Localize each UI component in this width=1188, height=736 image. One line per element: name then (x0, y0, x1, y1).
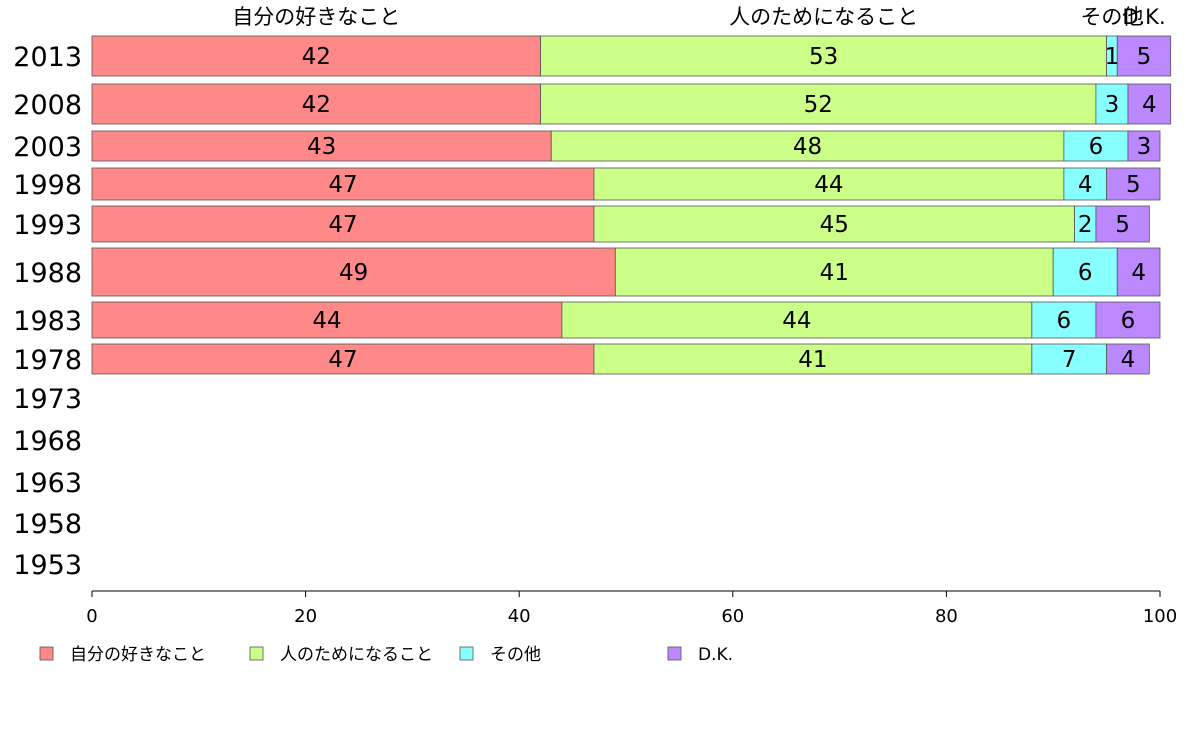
data-label: 1 (1105, 44, 1120, 70)
bar-segment (1095, 205, 1150, 243)
bar-segment (1106, 343, 1150, 375)
bar-segment (91, 301, 563, 339)
data-label: 3 (1105, 92, 1120, 118)
bar-segment (91, 35, 541, 77)
bar-segment (540, 83, 1097, 125)
data-label: 7 (1062, 347, 1077, 373)
y-tick-label: 1993 (13, 210, 82, 241)
legend-label: その他 (490, 645, 541, 665)
bar-segment (593, 205, 1075, 243)
data-label: 52 (804, 92, 833, 118)
bar-segment (1116, 247, 1161, 297)
bar-segment (91, 83, 541, 125)
y-tick-label: 2008 (13, 90, 82, 121)
y-tick-label: 2003 (13, 132, 82, 163)
data-label: 2 (1078, 212, 1093, 238)
bar-segment (550, 130, 1065, 162)
top-series-label: 人のためになること (729, 5, 918, 29)
legend-label: 人のためになること (280, 645, 433, 665)
bar-segment (1116, 35, 1172, 77)
y-tick-label: 1988 (13, 258, 82, 289)
data-label: 5 (1115, 212, 1130, 238)
data-label: 3 (1137, 134, 1152, 160)
data-label: 6 (1057, 308, 1072, 334)
bar-segment (1095, 301, 1161, 339)
bar-segment (91, 247, 616, 297)
data-label: 44 (814, 172, 843, 198)
data-label: 42 (302, 44, 331, 70)
top-series-label: 自分の好きなこと (232, 5, 400, 29)
data-label: 4 (1142, 92, 1157, 118)
x-tick-label: 80 (935, 606, 958, 627)
bar-segment (91, 205, 595, 243)
data-label: 6 (1089, 134, 1104, 160)
data-label: 44 (312, 308, 341, 334)
legend-swatch (249, 646, 264, 661)
data-label: 47 (328, 212, 357, 238)
data-label: 45 (820, 212, 849, 238)
legend-label: D.K. (698, 645, 733, 665)
data-label: 48 (793, 134, 822, 160)
bar-segment (91, 130, 552, 162)
bar-segment (91, 167, 595, 201)
data-label: 6 (1078, 260, 1093, 286)
bar-segment (1052, 247, 1118, 297)
bar-segment (1127, 83, 1172, 125)
data-label: 5 (1126, 172, 1141, 198)
data-label: 44 (782, 308, 811, 334)
y-tick-label: 1963 (13, 468, 82, 499)
bar-segment (1127, 130, 1161, 162)
data-label: 4 (1131, 260, 1146, 286)
y-tick-label: 1978 (13, 345, 82, 376)
data-label: 41 (820, 260, 849, 286)
data-label: 47 (328, 172, 357, 198)
x-tick-label: 0 (86, 606, 97, 627)
data-label: 47 (328, 347, 357, 373)
bar-segment (1095, 83, 1129, 125)
y-tick-label: 1998 (13, 170, 82, 201)
y-tick-label: 2013 (13, 42, 82, 73)
x-tick-label: 20 (294, 606, 317, 627)
bar-segment (593, 167, 1065, 201)
bar-segment (1031, 301, 1097, 339)
legend-label: 自分の好きなこと (70, 645, 206, 665)
bar-segment (540, 35, 1107, 77)
bar-segment (1031, 343, 1107, 375)
legend-swatch (39, 646, 54, 661)
data-label: 43 (307, 134, 336, 160)
bar-segment (614, 247, 1054, 297)
data-label: 49 (339, 260, 368, 286)
data-label: 53 (809, 44, 838, 70)
x-tick-label: 60 (721, 606, 744, 627)
y-tick-label: 1983 (13, 306, 82, 337)
y-tick-label: 1968 (13, 426, 82, 457)
legend-swatch (459, 646, 474, 661)
data-label: 6 (1121, 308, 1136, 334)
data-label: 4 (1121, 347, 1136, 373)
data-label: 5 (1137, 44, 1152, 70)
y-tick-label: 1953 (13, 550, 82, 581)
x-tick-label: 40 (508, 606, 531, 627)
y-tick-label: 1958 (13, 509, 82, 540)
top-series-label: D.K. (1122, 5, 1165, 29)
y-tick-label: 1973 (13, 384, 82, 415)
data-label: 41 (798, 347, 827, 373)
data-label: 4 (1078, 172, 1093, 198)
data-label: 42 (302, 92, 331, 118)
legend-swatch (667, 646, 682, 661)
bar-segment (1106, 167, 1161, 201)
x-tick-label: 100 (1143, 606, 1177, 627)
top-series-label: その他 (1080, 5, 1143, 29)
